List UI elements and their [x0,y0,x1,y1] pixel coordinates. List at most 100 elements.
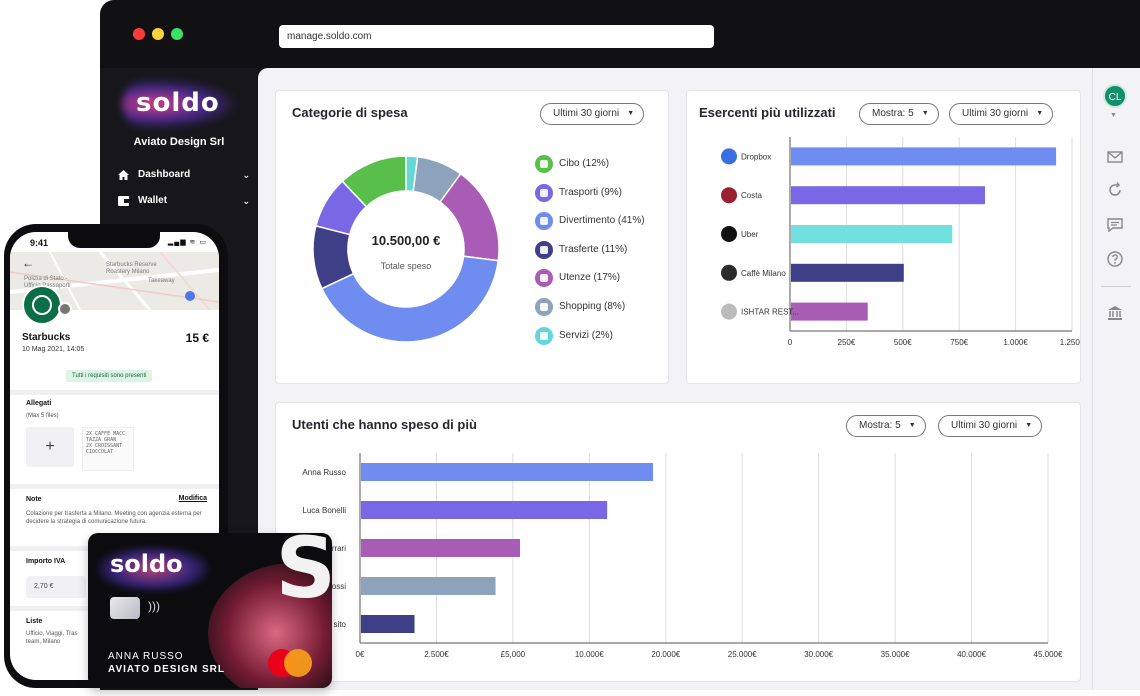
avatar[interactable]: CL [1103,84,1127,108]
x-tick-label: 25.000€ [728,650,757,659]
bar-3[interactable] [361,539,521,557]
categories-period-dropdown[interactable]: Ultimi 30 giorni ▼ [540,103,645,125]
legend-glyph [540,274,548,283]
donut-slice-2[interactable] [315,180,368,236]
cardholder-name: ANNA RUSSO [108,651,184,662]
legend-glyph [540,245,548,254]
camera-badge-icon[interactable] [58,302,72,316]
bank-icon[interactable] [1106,304,1124,322]
logo-glow [122,80,234,128]
caret-down-icon: ▼ [1025,422,1033,429]
legend-glyph [540,160,548,168]
x-tick-label: 20.000€ [651,650,680,659]
chat-icon[interactable] [1106,216,1124,234]
legend-label: Trasferte (11%) [559,243,628,255]
dropbox-logo-icon [721,148,737,165]
map-label-line: Roastery Milano [106,269,150,275]
toolbar-divider [1101,286,1131,287]
home-icon [118,170,129,180]
x-tick-label: 500€ [894,338,912,347]
category-label: ossi [332,582,346,591]
browser-window: manage.soldo.com soldo Aviato Design Srl… [100,0,1140,690]
vat-title: Importo IVA [26,558,66,565]
bar-2[interactable] [791,186,986,205]
sidebar-item-wallet[interactable]: Wallet ⌄ [118,192,250,210]
users-bar-chart: 0€ 2.500€ £5,000 10.000€ 20.000€ 25.000€ 30.00… [302,453,1063,659]
logo-text: soldo [136,88,220,118]
categories-card: Categorie di spesa Ultimi 30 giorni ▼ 10… [275,90,669,384]
bulb-icon [535,269,553,288]
soldo-payment-card: soldo S ))) ANNA RUSSO AVIATO DESIGN SRL [88,533,332,688]
merchants-show-dropdown[interactable]: Mostra: 5 ▼ [859,103,939,125]
refresh-icon[interactable] [1106,181,1124,199]
bar-2[interactable] [361,501,608,519]
close-window-button[interactable] [133,28,145,40]
chevron-down-icon: ⌄ [242,196,250,206]
section-divider [10,484,219,489]
bar-4[interactable] [791,263,904,282]
show-label: Mostra: 5 [859,420,901,431]
users-card: Utenti che hanno speso di più Mostra: 5 … [275,402,1081,682]
back-arrow-icon[interactable]: ← [22,256,34,270]
users-period-dropdown[interactable]: Ultimi 30 giorni ▼ [938,415,1043,437]
sidebar-item-dashboard[interactable]: Dashboard ⌄ [118,166,250,184]
transaction-amount: 15 € [185,331,209,345]
bar-5[interactable] [791,302,868,321]
contactless-icon: ))) [148,599,160,613]
total-spent-value: 10.500,00 € [371,233,441,248]
card-logo-text: soldo [110,550,183,578]
x-tick-label: 30.000€ [804,650,833,659]
ishtar-logo-icon [721,303,737,320]
company-name: Aviato Design Srl [133,136,225,148]
add-attachment-button[interactable]: + [26,427,74,467]
merchants-period-dropdown[interactable]: Ultimi 30 giorni ▼ [949,103,1054,125]
merchant-name: Starbucks [22,332,71,343]
period-label: Ultimi 30 giorni [553,108,620,119]
x-tick-label: £5,000 [501,650,526,659]
suitcase-icon [535,240,553,259]
bar-3[interactable] [791,225,953,243]
mail-icon[interactable] [1106,148,1124,166]
ticket-icon [535,212,553,231]
bar-1[interactable] [791,147,1057,166]
uber-logo-icon [721,226,737,242]
bar-4[interactable] [361,577,496,595]
category-label: Costa [741,191,762,200]
receipt-line: 2X CAFFE MACC [86,431,126,437]
vat-field[interactable]: 2,70 € [26,576,86,598]
x-tick-label: 2.500€ [424,650,449,659]
receipt-line: TAZZA GRAN [86,437,117,443]
receipt-line: 2X CROISSANT [86,443,123,449]
users-show-dropdown[interactable]: Mostra: 5 ▼ [846,415,926,437]
spend-categories-donut-chart [312,155,500,343]
help-icon[interactable] [1106,250,1124,268]
status-time: 9:41 [30,238,49,248]
caret-down-icon: ▼ [908,422,916,429]
caret-down-icon[interactable]: ▼ [1110,112,1117,119]
category-label: sito [334,620,347,629]
legend-glyph [540,331,548,340]
food-icon [535,155,553,173]
legend-glyph [540,217,548,226]
sidebar-item-label: Wallet [138,195,168,206]
x-tick-label: 750€ [950,338,968,347]
bus-icon [535,183,553,202]
donut-slice-3[interactable] [320,255,500,343]
requirements-badge: Tutti i requisiti sono presenti [66,370,153,382]
bar-1[interactable] [361,463,654,481]
notes-title: Note [26,496,42,503]
categories-title: Categorie di spesa [292,105,408,120]
bar-5[interactable] [361,615,415,633]
maximize-window-button[interactable] [171,28,183,40]
card-logo-glow [98,547,208,591]
receipt-thumbnail[interactable]: 2X CAFFE MACC TAZZA GRAN 2X CROISSANT CI… [82,427,134,471]
section-divider [10,390,219,395]
wallet-icon [118,196,129,206]
minimize-window-button[interactable] [152,28,164,40]
caret-down-icon: ▼ [1036,110,1044,117]
category-label: Luca Bonelli [302,506,346,515]
transaction-date: 10 Mag 2021, 14:05 [22,346,85,353]
soldo-logo[interactable]: soldo [122,80,234,128]
edit-notes-link[interactable]: Modifica [178,495,207,502]
address-bar[interactable]: manage.soldo.com [279,25,714,48]
